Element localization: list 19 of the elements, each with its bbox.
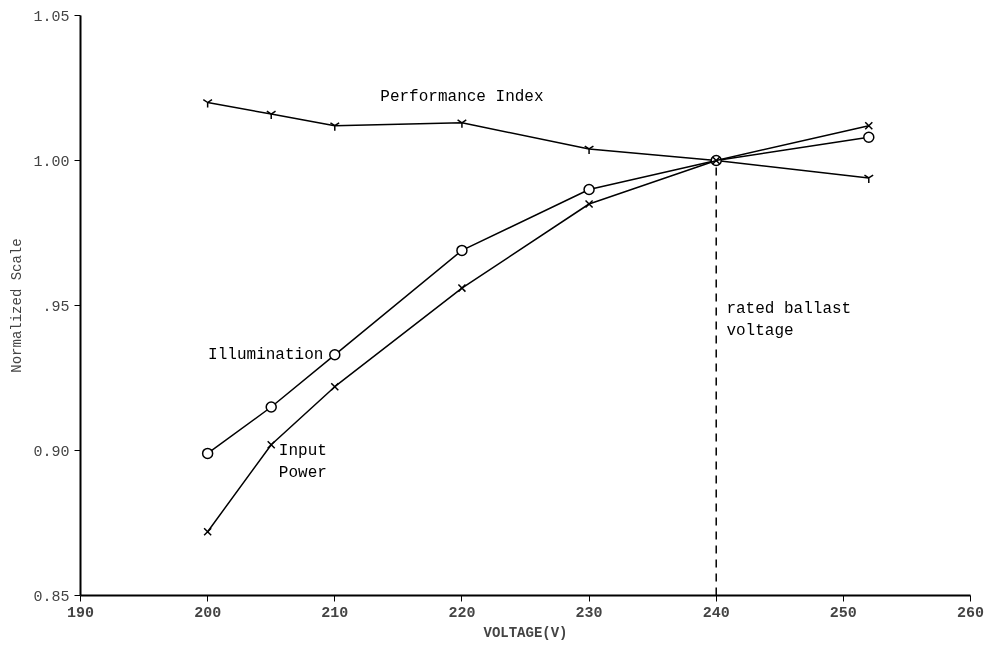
- series-label: Performance Index: [380, 87, 544, 106]
- y-tick-label: 0.90: [33, 443, 70, 461]
- x-tick-label: 240: [702, 604, 730, 622]
- x-tick-label: 220: [448, 604, 476, 622]
- y-tick-label: 1.00: [33, 153, 70, 171]
- ref-line-label: rated ballast voltage: [726, 300, 852, 340]
- x-tick-label: 190: [67, 604, 95, 622]
- series-label: Input Power: [278, 442, 327, 482]
- y-axis-title: Normalized Scale: [9, 238, 26, 373]
- x-tick-label: 260: [957, 604, 985, 622]
- y-tick-label: 1.05: [33, 8, 70, 26]
- x-tick-label: 230: [575, 604, 603, 622]
- x-tick-label: 200: [194, 604, 222, 622]
- x-axis-title: VOLTAGE(V): [483, 624, 568, 641]
- y-tick-label: .95: [42, 298, 70, 316]
- series-label: Illumination: [208, 345, 324, 364]
- x-tick-label: 210: [321, 604, 349, 622]
- y-tick-label: 0.85: [33, 588, 70, 606]
- x-tick-label: 250: [829, 604, 857, 622]
